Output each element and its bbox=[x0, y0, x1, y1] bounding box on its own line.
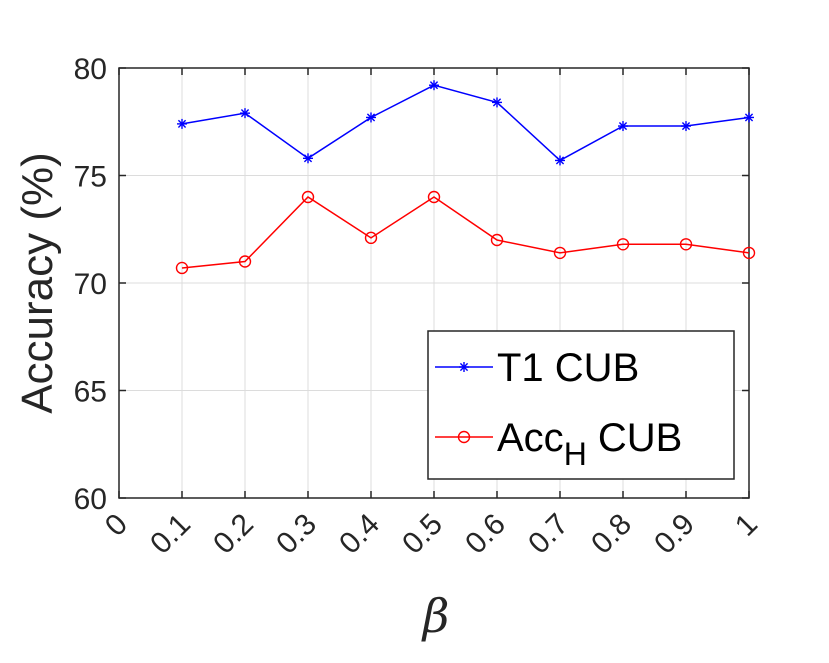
data-point-series-0 bbox=[429, 80, 439, 91]
y-axis-ticks: 60 65 70 75 80 bbox=[74, 53, 749, 516]
data-point-series-0 bbox=[366, 112, 376, 123]
y-tick-label: 60 bbox=[74, 483, 107, 516]
legend-marker-t1-cub bbox=[459, 362, 469, 372]
series-line-0 bbox=[181, 84, 750, 162]
data-point-series-1 bbox=[301, 190, 315, 204]
y-tick-label: 70 bbox=[74, 268, 107, 301]
data-point-series-0 bbox=[240, 108, 250, 119]
data-point-series-0 bbox=[618, 121, 628, 132]
legend-marker-acch-cub bbox=[457, 430, 471, 444]
legend-box bbox=[427, 330, 735, 480]
legend-label-acch-sub: H bbox=[564, 436, 587, 472]
y-tick-label: 80 bbox=[74, 53, 107, 86]
legend-label-acch-suffix: CUB bbox=[587, 416, 683, 460]
data-point-series-1 bbox=[490, 233, 504, 247]
legend-label-acch-main: Acc bbox=[497, 416, 564, 460]
data-point-series-0 bbox=[177, 118, 187, 129]
legend: T1 CUB AccH CUB bbox=[427, 330, 735, 480]
data-point-series-1 bbox=[742, 246, 756, 260]
legend-label-t1-cub: T1 CUB bbox=[497, 346, 639, 390]
legend-asterisk-marker bbox=[459, 362, 469, 372]
data-point-series-1 bbox=[553, 246, 567, 260]
y-tick-label: 65 bbox=[74, 376, 107, 409]
data-point-series-0 bbox=[492, 97, 502, 108]
legend-circle-marker bbox=[457, 430, 471, 444]
series-line-1 bbox=[181, 196, 750, 269]
y-axis-label: Accuracy (%) bbox=[13, 152, 62, 414]
data-point-series-1 bbox=[238, 255, 252, 268]
series-layer bbox=[175, 80, 756, 275]
data-point-series-1 bbox=[616, 238, 630, 251]
y-tick-label: 75 bbox=[74, 161, 107, 194]
data-point-series-0 bbox=[681, 121, 691, 132]
data-point-series-0 bbox=[303, 153, 313, 164]
data-point-series-1 bbox=[175, 261, 189, 275]
legend-label-acch-cub: AccH CUB bbox=[497, 416, 682, 472]
data-point-series-0 bbox=[744, 112, 754, 123]
data-point-series-1 bbox=[427, 190, 441, 204]
data-point-series-1 bbox=[679, 238, 693, 251]
data-point-series-0 bbox=[555, 155, 565, 166]
data-point-series-1 bbox=[364, 231, 378, 245]
x-axis-label: β bbox=[421, 589, 450, 643]
